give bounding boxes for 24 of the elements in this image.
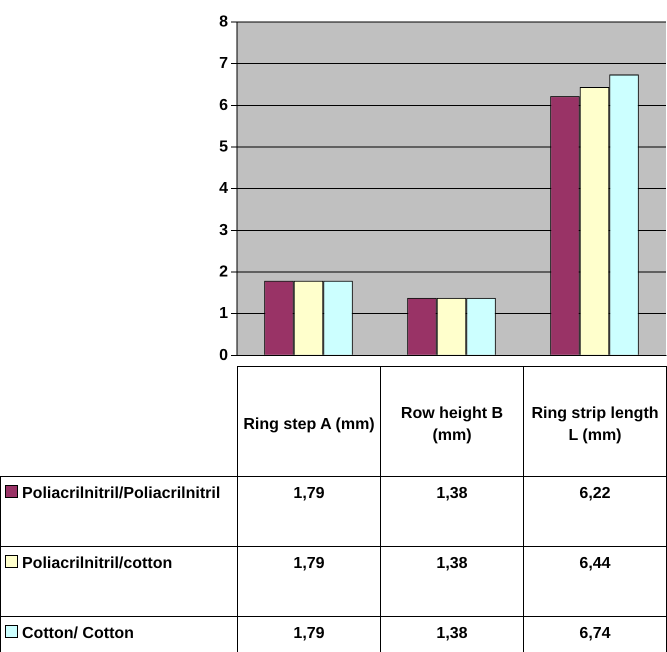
data-label: 1,38 [380,616,524,652]
y-tick-label: 0 [219,346,228,364]
y-tick-label: 7 [219,55,228,72]
legend-label: Cotton/ Cotton [0,616,238,652]
data-label: 1,79 [238,546,380,616]
data-label: 6,22 [524,476,666,546]
y-tick-label: 5 [219,138,228,156]
y-tick-label: 6 [219,96,228,114]
data-label: 1,79 [238,616,380,652]
legend-label: Poliacrilnitril/Poliacrilnitril [0,476,238,546]
data-label: 1,38 [380,476,524,546]
data-label: 6,74 [524,616,666,652]
data-label: 6,44 [524,546,666,616]
x-tick-label: Ring strip length L (mm) [524,366,666,476]
y-tick-label: 2 [219,263,228,280]
y-tick-label: 8 [219,13,228,30]
y-tick-label: 3 [219,222,228,239]
data-label: 1,38 [380,546,524,616]
data-label: 1,79 [238,476,380,546]
y-tick-label: 4 [219,180,228,198]
legend-label: Poliacrilnitril/cotton [0,546,238,616]
x-tick-label: Row height B (mm) [380,366,524,476]
x-tick-label: Ring step A (mm) [238,366,380,476]
y-tick-label: 1 [219,305,228,322]
